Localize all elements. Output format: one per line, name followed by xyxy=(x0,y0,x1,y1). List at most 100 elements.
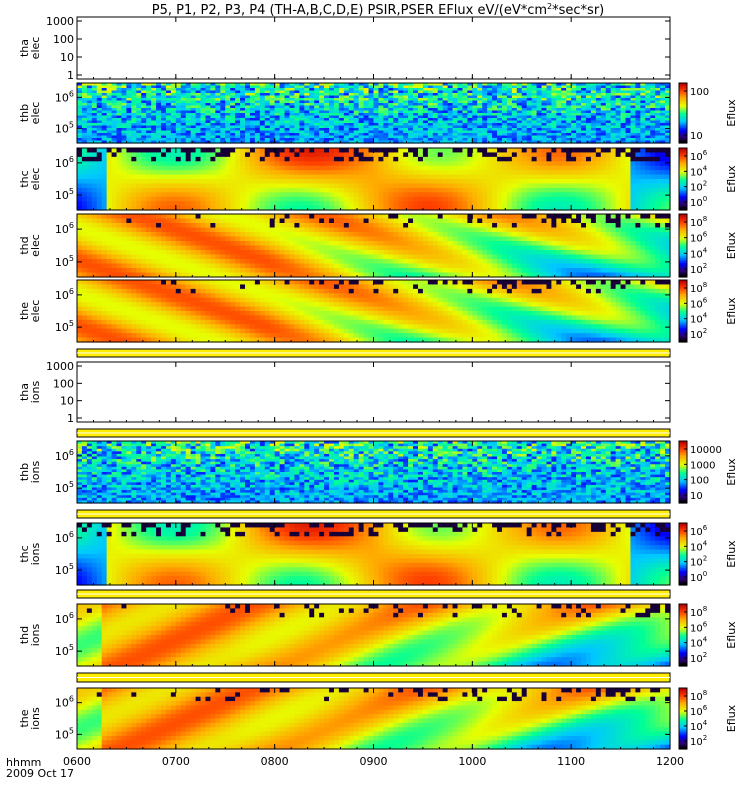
heatmap-cell xyxy=(299,118,305,122)
heatmap-cell xyxy=(645,108,651,112)
heatmap-cell xyxy=(630,103,637,107)
heatmap-cell xyxy=(161,152,167,158)
heatmap-cell xyxy=(393,100,399,104)
heatmap-cell xyxy=(571,125,577,129)
heatmap-cell xyxy=(660,174,666,180)
heatmap-cell xyxy=(161,118,167,122)
heatmap-cell xyxy=(620,161,627,167)
heatmap-cell xyxy=(640,174,646,180)
heatmap-cell xyxy=(86,152,93,158)
heatmap-cell xyxy=(452,98,459,102)
heatmap-cell xyxy=(581,110,587,114)
heatmap-cell xyxy=(180,83,187,87)
heatmap-cell xyxy=(388,161,394,167)
heatmap-cell xyxy=(437,148,444,154)
heatmap-cell xyxy=(432,118,439,122)
heatmap-cell xyxy=(610,118,617,122)
heatmap-cell xyxy=(96,223,103,229)
heatmap-cell xyxy=(605,115,612,119)
heatmap-cell xyxy=(338,85,345,89)
heatmap-cell xyxy=(175,93,182,97)
heatmap-cell xyxy=(111,259,118,265)
heatmap-cell xyxy=(175,192,182,198)
heatmap-cell xyxy=(314,192,320,198)
colorbar-tick-label: 10 xyxy=(690,131,703,142)
heatmap-cell xyxy=(590,128,597,132)
heatmap-cell xyxy=(324,138,330,142)
heatmap-cell xyxy=(650,133,656,137)
heatmap-cell xyxy=(91,115,98,119)
colorbar-frame xyxy=(678,82,688,144)
heatmap-cell xyxy=(235,161,241,167)
heatmap-cell xyxy=(314,152,320,158)
colorbar-swatch xyxy=(679,137,687,140)
heatmap-cell xyxy=(91,138,98,142)
heatmap-cell xyxy=(511,187,518,193)
heatmap-cell xyxy=(116,205,123,211)
heatmap-cell xyxy=(660,205,666,211)
heatmap-cell xyxy=(541,192,548,198)
heatmap-cell xyxy=(101,272,108,278)
heatmap-cell xyxy=(566,88,572,92)
heatmap-cell xyxy=(230,133,236,137)
heatmap-cell xyxy=(605,103,612,107)
heatmap-cell xyxy=(299,98,305,102)
heatmap-cell xyxy=(141,140,147,144)
heatmap-cell xyxy=(165,179,172,185)
heatmap-cell xyxy=(165,196,172,202)
heatmap-cell xyxy=(427,115,434,119)
heatmap-cell xyxy=(101,123,108,127)
heatmap-cell xyxy=(373,105,380,109)
heatmap-cell xyxy=(111,187,118,193)
heatmap-cell xyxy=(101,196,108,202)
heatmap-cell xyxy=(521,108,528,112)
heatmap-cell xyxy=(284,125,291,129)
heatmap-cell xyxy=(655,133,661,137)
heatmap-cell xyxy=(269,125,276,129)
heatmap-cell xyxy=(457,123,464,127)
colorbar-title: Eflux xyxy=(725,165,738,193)
heatmap-cell xyxy=(408,118,414,122)
heatmap-cell xyxy=(289,98,296,102)
heatmap-cell xyxy=(398,110,404,114)
heatmap-cell xyxy=(91,105,98,109)
heatmap-cell xyxy=(180,205,187,211)
heatmap-cell xyxy=(126,170,132,176)
heatmap-cell xyxy=(111,148,118,154)
heatmap-cell xyxy=(605,161,612,167)
heatmap-cell xyxy=(650,187,656,193)
heatmap-cell xyxy=(121,85,128,89)
heatmap-cell xyxy=(467,138,473,142)
heatmap-cell xyxy=(245,85,251,89)
colorbar-swatch xyxy=(679,152,687,155)
heatmap-cell xyxy=(314,98,320,102)
heatmap-cell xyxy=(358,128,365,132)
heatmap-cell xyxy=(284,128,291,132)
heatmap-cell xyxy=(215,183,221,189)
heatmap-cell xyxy=(279,90,286,94)
heatmap-cell xyxy=(136,156,142,162)
heatmap-cell xyxy=(536,152,543,158)
heatmap-cell xyxy=(427,205,434,211)
heatmap-cell xyxy=(165,128,172,132)
heatmap-cell xyxy=(595,179,602,185)
heatmap-cell xyxy=(294,98,300,102)
heatmap-cell xyxy=(462,156,468,162)
heatmap-cell xyxy=(531,100,538,104)
colorbar-swatch xyxy=(679,191,687,194)
heatmap-cell xyxy=(581,165,587,171)
heatmap-cell xyxy=(264,113,271,117)
heatmap-cell xyxy=(363,183,370,189)
heatmap-cell xyxy=(368,123,375,127)
heatmap-cell xyxy=(126,241,132,247)
heatmap-cell xyxy=(605,118,612,122)
heatmap-cell xyxy=(304,88,310,92)
heatmap-cell xyxy=(200,103,207,107)
heatmap-cell xyxy=(472,88,478,92)
heatmap-cell xyxy=(353,165,360,171)
heatmap-cell xyxy=(126,135,132,139)
heatmap-cell xyxy=(343,138,350,142)
heatmap-cell xyxy=(131,133,137,137)
heatmap-cell xyxy=(378,135,384,139)
heatmap-cell xyxy=(215,192,221,198)
